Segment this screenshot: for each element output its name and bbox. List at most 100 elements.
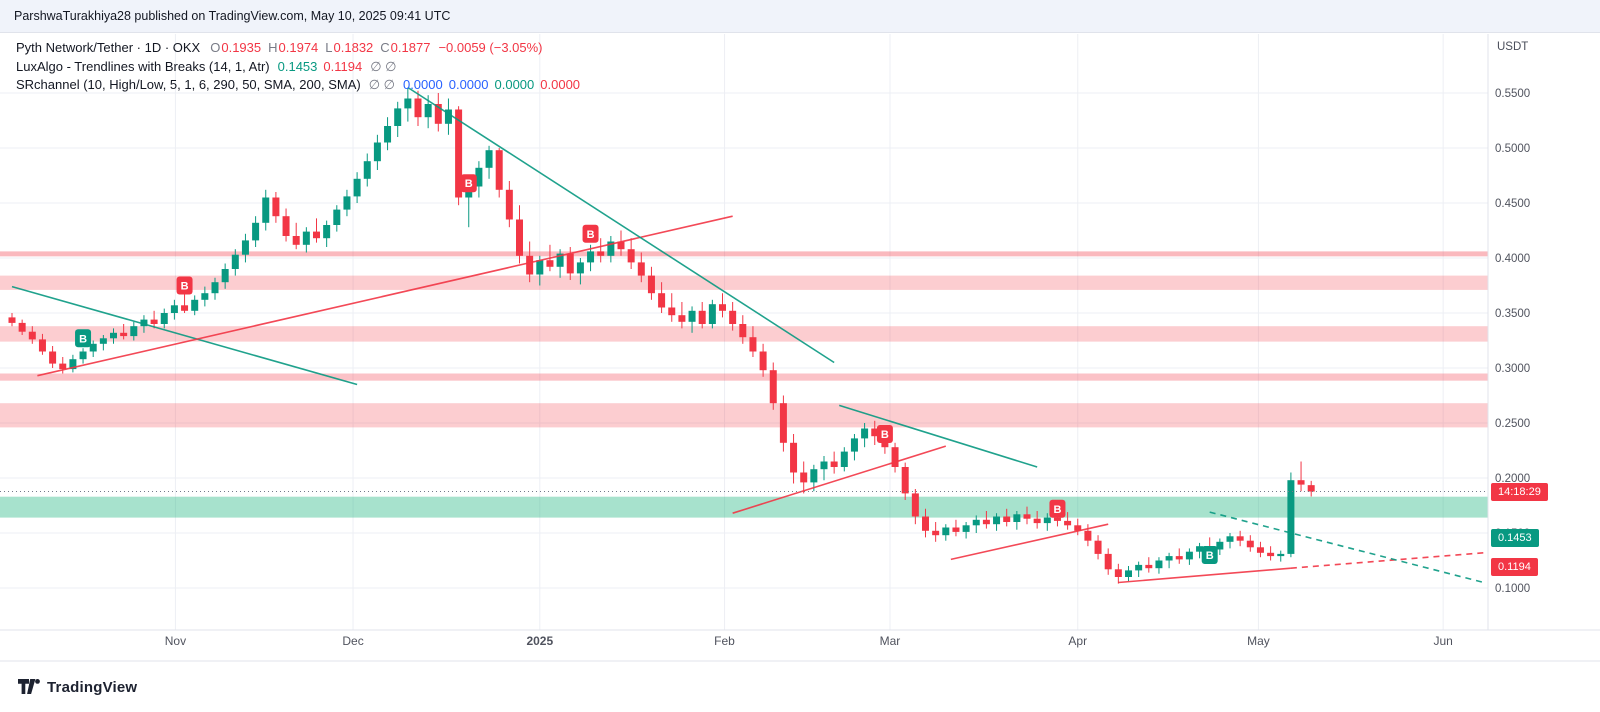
time-tick-label[interactable]: May (1247, 634, 1270, 648)
trendline-red (1290, 552, 1484, 569)
price-chart-canvas[interactable]: B B B B B B B 0.5500 0.5000 0.4500 0.4000 0.3500 0.3… (0, 34, 1600, 662)
price-tick-label[interactable]: 0.5500 (1495, 88, 1530, 100)
sr-band (0, 251, 1488, 257)
candle-body (617, 241, 625, 250)
symbol-legend-row[interactable]: Pyth Network/Tether · 1D · OKX O 0.1935 H… (16, 39, 580, 58)
candle-body (749, 337, 757, 352)
candle-body (678, 315, 686, 322)
candle-body (546, 260, 554, 267)
candle-body (89, 343, 97, 352)
candle-body (181, 305, 189, 311)
price-tick-label[interactable]: 0.4500 (1495, 198, 1530, 210)
symbol-title[interactable]: Pyth Network/Tether · 1D · OKX (16, 40, 201, 55)
low-label: L (325, 40, 333, 55)
candle-body (1135, 564, 1143, 571)
break-marker-box (460, 174, 477, 193)
candle-body (1064, 520, 1072, 526)
price-axis-badge: 14:18:29 (1491, 482, 1548, 501)
legend: Pyth Network/Tether · 1D · OKX O 0.1935 H… (16, 39, 580, 95)
candle-body (455, 109, 463, 198)
luxalgo-title[interactable]: LuxAlgo - Trendlines with Breaks (14, 1,… (16, 58, 270, 74)
time-tick-label[interactable]: Dec (342, 634, 363, 648)
tradingview-logo[interactable]: TradingView (18, 679, 137, 696)
publish-info-bar: ParshwaTurakhiya28 published on TradingV… (0, 0, 1600, 33)
price-tick-label[interactable]: 0.3000 (1495, 363, 1530, 375)
high-label: H (268, 40, 278, 55)
open-value: 0.1935 (221, 40, 262, 55)
candle-body (343, 196, 351, 210)
open-label: O (210, 40, 221, 55)
break-marker-box (582, 224, 599, 243)
break-marker: B (176, 276, 193, 295)
candle-body (241, 240, 249, 255)
candle-body (1267, 552, 1275, 557)
candle-body (1307, 485, 1315, 492)
candle-body (28, 331, 36, 340)
candle-body (434, 104, 442, 124)
price-tick-label[interactable]: 0.2000 (1495, 473, 1530, 485)
candle-body (231, 254, 239, 269)
candle-body (668, 307, 676, 316)
candle-body (647, 275, 655, 294)
break-marker-box (176, 276, 193, 295)
candle-body (394, 108, 402, 126)
break-marker-label: B (881, 429, 889, 441)
candle-body (373, 142, 381, 162)
time-tick-label[interactable]: Nov (165, 634, 186, 648)
candle-body (901, 467, 909, 494)
price-tick-label[interactable]: 0.4000 (1495, 253, 1530, 265)
chart-area[interactable]: B B B B B B B 0.5500 0.5000 0.4500 0.4000 0.3500 0.3… (0, 34, 1600, 662)
luxalgo-legend-row[interactable]: LuxAlgo - Trendlines with Breaks (14, 1,… (16, 58, 580, 77)
break-marker-box (1049, 499, 1066, 518)
break-marker: B (460, 174, 477, 193)
candle-body (140, 319, 148, 327)
srchannel-title[interactable]: SRchannel (10, High/Low, 5, 1, 6, 290, 5… (16, 77, 361, 92)
candle-body (850, 438, 858, 452)
candle-body (769, 370, 777, 404)
srchannel-value-4: 0.0000 (540, 77, 581, 92)
candle-body (587, 251, 595, 263)
candle-body (1053, 517, 1061, 521)
candle-body (1003, 516, 1011, 522)
candle-body (1236, 536, 1244, 541)
candle-body (972, 519, 980, 526)
trendline-teal (838, 404, 1038, 468)
price-tick-label[interactable]: 0.3500 (1495, 308, 1530, 320)
candle-body (993, 516, 1001, 525)
candle-body (191, 299, 199, 311)
srchannel-value-2: 0.0000 (448, 77, 489, 92)
time-tick-label[interactable]: Jun (1433, 634, 1452, 648)
candle-body (942, 527, 950, 536)
candle-body (830, 461, 838, 467)
candle-body (597, 251, 605, 256)
candle-body (1155, 560, 1163, 569)
candle-body (1196, 546, 1204, 552)
candle-body (1185, 551, 1193, 560)
time-tick-label[interactable]: 2025 (526, 634, 553, 648)
candle-body (404, 98, 412, 109)
break-marker-label: B (1206, 550, 1214, 562)
candle-body (384, 126, 392, 143)
candle-body (820, 461, 828, 470)
price-tick-label[interactable]: 0.5000 (1495, 143, 1530, 155)
candle-body (59, 363, 67, 370)
time-tick-label[interactable]: Feb (714, 634, 735, 648)
candle-body (69, 359, 77, 370)
candle-body (130, 326, 138, 337)
price-tick-label[interactable]: 0.1000 (1495, 583, 1530, 595)
candle-body (150, 319, 158, 324)
change-value: −0.0059 (−3.05%) (438, 40, 543, 55)
price-tick-label[interactable]: 0.2500 (1495, 418, 1530, 430)
candle-body (211, 282, 219, 294)
trendline-red (950, 523, 1109, 561)
break-marker: B (75, 329, 92, 348)
trendline-teal (407, 86, 835, 364)
candle-body (444, 109, 452, 124)
time-tick-label[interactable]: Mar (880, 634, 901, 648)
time-tick-label[interactable]: Apr (1068, 634, 1087, 648)
srchannel-legend-row[interactable]: SRchannel (10, High/Low, 5, 1, 6, 290, 5… (16, 76, 580, 95)
break-marker: B (582, 224, 599, 243)
trendline-red (1118, 567, 1291, 584)
candle-body (516, 219, 523, 256)
candle-body (110, 332, 117, 339)
